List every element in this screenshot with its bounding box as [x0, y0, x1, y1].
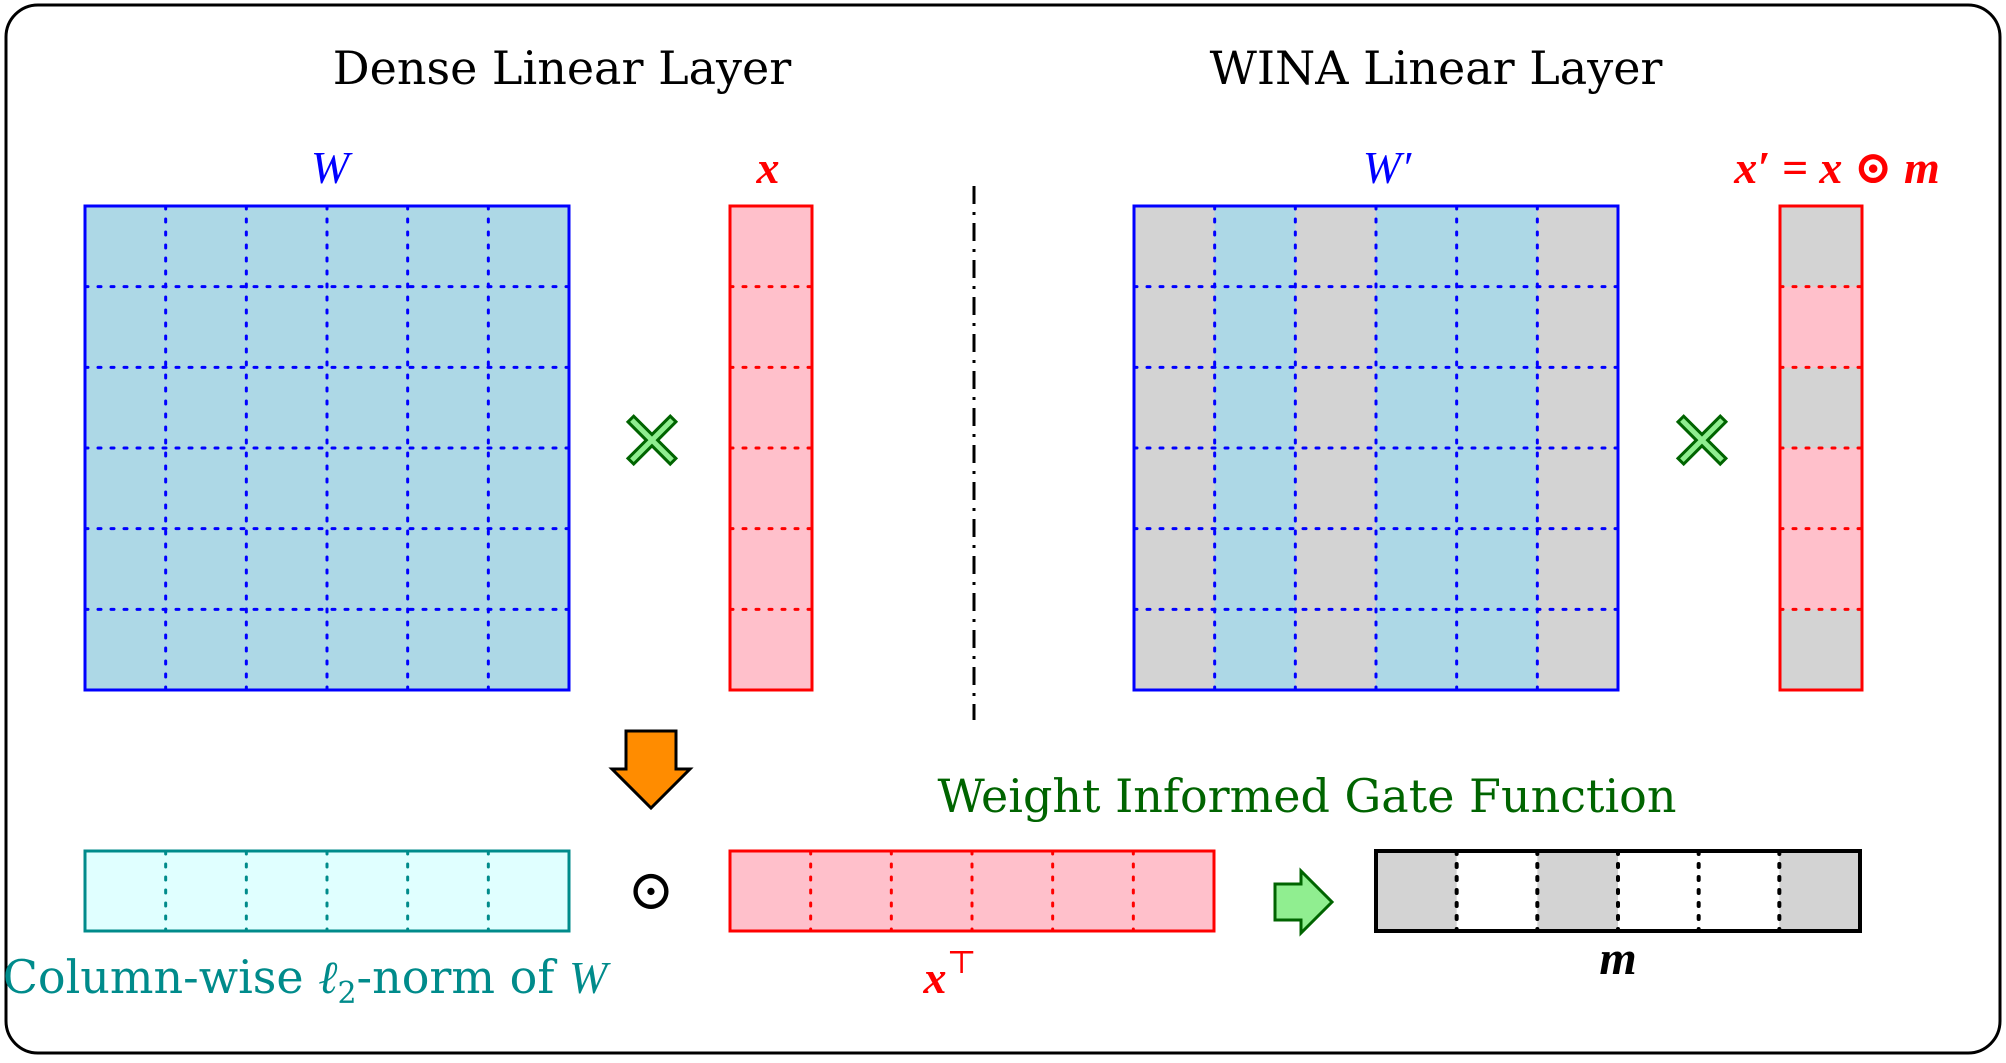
W-matrix-gridlines	[83, 204, 571, 692]
x-prime-gridlines	[1778, 285, 1864, 611]
x-prime-rows	[1780, 206, 1862, 691]
column-norm-caption-suffix: -norm of	[357, 950, 569, 1004]
column-norm-gridlines	[164, 849, 490, 933]
x-vector-gridlines	[728, 285, 814, 611]
W-matrix-border	[83, 204, 571, 692]
m-masked-cell	[1537, 851, 1619, 931]
m-label: m	[1599, 932, 1636, 985]
m-active-cell	[1456, 851, 1538, 931]
x-transpose-label-sup: ⊤	[946, 943, 976, 981]
m-mask-border	[1374, 849, 1862, 933]
x-prime-vector	[1778, 204, 1864, 692]
m-masked-cell	[1376, 851, 1458, 931]
column-norm-caption: Column-wise ℓ2-norm of W	[3, 950, 611, 1011]
x-vector	[728, 204, 814, 692]
m-mask-gridlines	[1454, 849, 1782, 933]
W-prime-active-column	[1376, 206, 1458, 690]
dense-layer-title: Dense Linear Layer	[333, 41, 792, 95]
x-prime-masked-row	[1780, 206, 1862, 288]
multiply-icon-left: ✕	[618, 395, 687, 490]
column-norm-vector	[83, 849, 571, 933]
column-norm-caption-ell: ℓ	[318, 952, 338, 1003]
x-prime-masked-row	[1780, 609, 1862, 691]
x-transpose-border	[728, 849, 1216, 933]
x-prime-active-row	[1780, 448, 1862, 530]
x-prime-active-row	[1780, 528, 1862, 610]
down-arrow-icon	[608, 729, 694, 811]
wina-layer-title: WINA Linear Layer	[1210, 41, 1663, 95]
gate-function-label: Weight Informed Gate Function	[937, 769, 1676, 823]
W-prime-gridlines	[1132, 204, 1620, 692]
m-masked-cell	[1779, 851, 1861, 931]
m-mask-vector	[1374, 849, 1862, 933]
x-transpose-label-base: x	[922, 952, 946, 1003]
x-prime-vector-border	[1778, 204, 1864, 692]
x-transpose-label: x⊤	[922, 943, 976, 1003]
W-prime-matrix-border	[1132, 204, 1620, 692]
m-active-cell	[1698, 851, 1780, 931]
column-norm-caption-sub: 2	[337, 976, 356, 1011]
right-arrow-icon	[1273, 867, 1335, 937]
column-norm-border	[83, 849, 571, 933]
x-transpose-vector	[728, 849, 1216, 933]
W-prime-label: W′	[1363, 142, 1412, 193]
column-norm-caption-prefix: Column-wise	[3, 950, 319, 1004]
x-prime-masked-row	[1780, 367, 1862, 449]
W-prime-columns	[1134, 206, 1619, 690]
x-prime-equation-label: x′ = x ⊙ m	[1733, 142, 1939, 193]
x-transpose-gridlines	[809, 849, 1135, 933]
x-label: x	[756, 142, 780, 193]
column-norm-caption-W: W	[569, 952, 611, 1003]
x-prime-active-row	[1780, 286, 1862, 368]
W-label: W	[311, 142, 353, 193]
m-active-cell	[1618, 851, 1700, 931]
W-prime-matrix	[1132, 204, 1620, 692]
multiply-icon-right: ✕	[1668, 395, 1737, 490]
m-mask-cells	[1376, 851, 1861, 931]
W-matrix-fill	[85, 206, 569, 690]
x-vector-border	[728, 204, 814, 692]
W-matrix	[83, 204, 571, 692]
hadamard-product-icon: ⊙	[628, 858, 675, 923]
W-prime-masked-column	[1295, 206, 1377, 690]
